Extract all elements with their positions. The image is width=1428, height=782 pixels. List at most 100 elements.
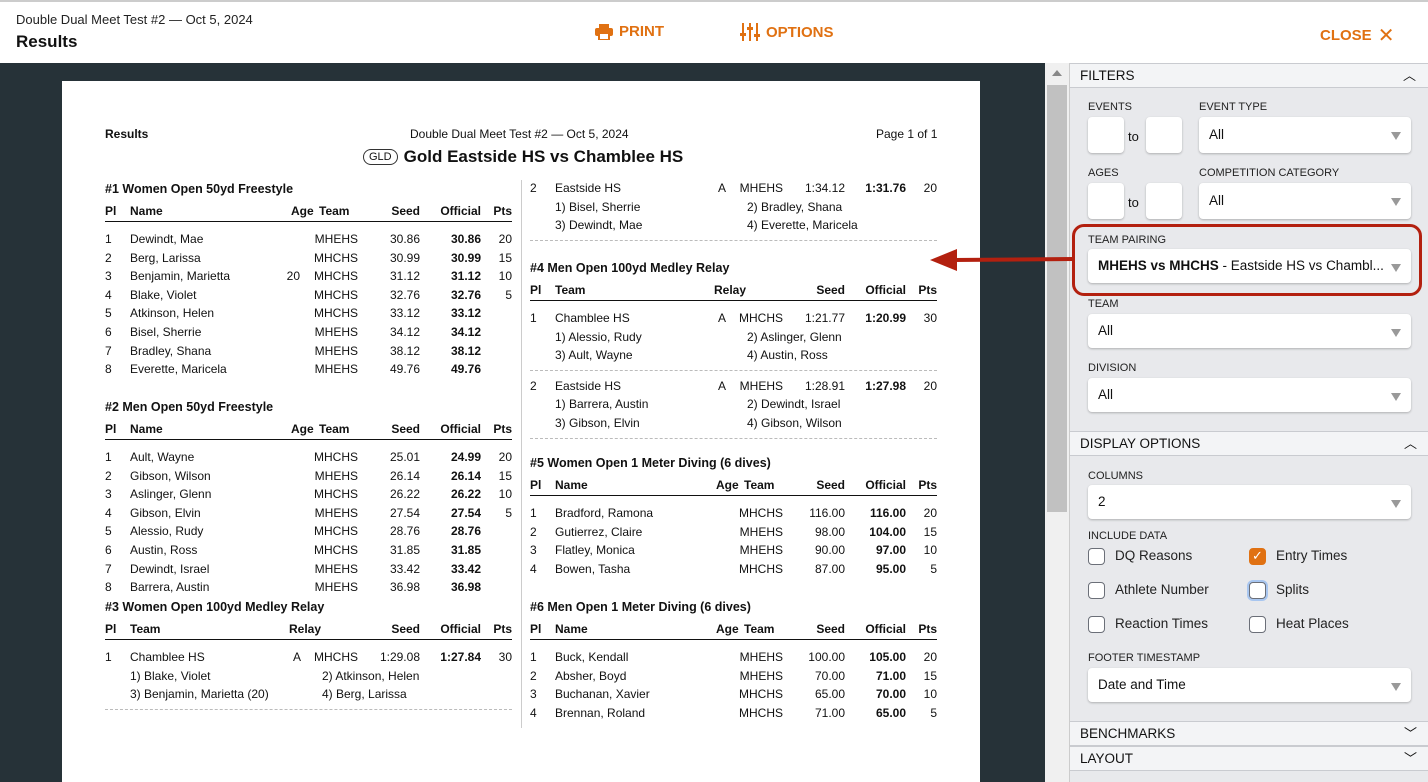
ages-to-input[interactable] (1146, 183, 1182, 219)
place: 1 (530, 506, 537, 520)
table-row: 2 Gibson, Wilson MHEHS 26.14 26.14 15 (105, 467, 512, 486)
seed: 34.12 (389, 324, 420, 339)
event-type-label: EVENT TYPE (1199, 101, 1268, 113)
column-header: Official (865, 283, 906, 297)
dropdown-arrow-icon (1391, 393, 1401, 401)
team: MHEHS (314, 362, 358, 377)
options-button[interactable]: OPTIONS (740, 23, 834, 41)
result-rows: 2 Eastside HS A MHEHS 1:34.12 1:31.76 20 1) Bis… (530, 179, 937, 241)
seed: 1:34.12 (804, 181, 845, 195)
place: 6 (105, 542, 112, 557)
dropdown-arrow-icon (1391, 132, 1401, 140)
checkbox-heat-places[interactable] (1249, 616, 1266, 633)
points: 10 (923, 687, 937, 702)
team-select[interactable]: All (1088, 314, 1411, 348)
swimmer-row: 3) Dewindt, Mae 4) Everette, Maricela (530, 216, 937, 235)
result-rows: 1 Dewindt, Mae MHEHS 30.86 30.86 20 2 Berg, Lar… (105, 222, 512, 379)
place: 4 (530, 561, 537, 576)
table-row: 3 Flatley, Monica MHEHS 90.00 97.00 10 (530, 541, 937, 560)
column-header: Team (319, 204, 350, 218)
relay-letter: A (718, 181, 727, 195)
close-button[interactable]: CLOSE ✕ (1320, 23, 1394, 48)
columns-select[interactable]: 2 (1088, 485, 1411, 519)
place: 3 (530, 543, 537, 558)
name: Bisel, Sherrie (130, 324, 202, 339)
official-time: 31.85 (450, 542, 481, 557)
checkbox-dq-reasons[interactable] (1088, 548, 1105, 565)
table-row: 2 Berg, Larissa MHCHS 30.99 30.99 15 (105, 249, 512, 268)
benchmarks-section-header[interactable]: BENCHMARKS ﹀ (1070, 721, 1428, 746)
team-pairing-codes: MHEHS vs MHCHS (1098, 258, 1219, 273)
table-header: Pl Name Age Team Seed Official Pts (105, 420, 512, 440)
filters-section-header[interactable]: FILTERS ︿ (1070, 63, 1428, 88)
relay-entry: 1 Chamblee HS A MHCHS 1:21.77 1:20.99 30 1) Ale… (530, 309, 937, 371)
official-time: 70.00 (875, 687, 906, 702)
column-header: Seed (816, 622, 845, 636)
events-from-input[interactable] (1088, 117, 1124, 153)
official-time: 28.76 (450, 524, 481, 539)
event-block: #6 Men Open 1 Meter Diving (6 dives) Pl Na… (530, 598, 937, 722)
filters-title: FILTERS (1080, 68, 1135, 83)
footer-timestamp-select[interactable]: Date and Time (1088, 668, 1411, 702)
points: 30 (923, 311, 937, 325)
points: 20 (923, 181, 937, 195)
checkbox-label: Heat Places (1276, 616, 1349, 631)
column-header: Team (130, 622, 161, 636)
events-to-input[interactable] (1146, 117, 1182, 153)
layout-section-header[interactable]: LAYOUT ﹀ (1070, 746, 1428, 771)
event-type-select[interactable]: All (1199, 117, 1411, 153)
close-icon: ✕ (1377, 25, 1395, 47)
official-time: 27.54 (450, 505, 481, 520)
columns-value: 2 (1098, 494, 1106, 509)
swimmer-row: 3) Gibson, Elvin 4) Gibson, Wilson (530, 414, 937, 433)
column-header: Age (291, 204, 314, 218)
ages-from-input[interactable] (1088, 183, 1124, 219)
seed: 116.00 (809, 506, 845, 520)
division-select[interactable]: All (1088, 378, 1411, 412)
swimmer-row: 1) Blake, Violet 2) Atkinson, Helen (105, 667, 512, 686)
scroll-up-icon[interactable] (1052, 70, 1062, 76)
dropdown-arrow-icon (1391, 683, 1401, 691)
team-code: MHEHS (739, 181, 783, 195)
scrollbar-thumb[interactable] (1047, 85, 1067, 512)
points: 20 (498, 450, 512, 464)
event-block: #1 Women Open 50yd Freestyle Pl Name Age Tea… (105, 180, 512, 379)
points: 5 (505, 287, 512, 302)
team-code: MHEHS (739, 378, 783, 393)
place: 2 (530, 524, 537, 539)
report-label: Results (105, 127, 149, 141)
competition-category-value: All (1209, 193, 1225, 208)
print-button[interactable]: PRINT (595, 23, 664, 40)
name: Flatley, Monica (555, 543, 635, 558)
name: Ault, Wayne (130, 450, 195, 464)
checkbox-entry-times[interactable]: ✓ (1249, 548, 1266, 565)
column-header: Pts (918, 622, 937, 636)
team: MHEHS (314, 324, 358, 339)
place: 7 (105, 561, 112, 576)
checkbox-reaction-times[interactable] (1088, 616, 1105, 633)
name: Austin, Ross (130, 542, 198, 557)
seed: 1:28.91 (804, 378, 845, 393)
column-header: Team (319, 422, 350, 436)
table-row: 1 Buck, Kendall MHEHS 100.00 105.00 20 (530, 648, 937, 667)
official-time: 65.00 (875, 705, 906, 720)
age: 20 (286, 269, 300, 284)
checkbox-splits[interactable] (1249, 582, 1266, 599)
event-block: #5 Women Open 1 Meter Diving (6 dives) Pl… (530, 454, 937, 578)
name: Benjamin, Marietta (130, 269, 231, 284)
display-options-section-header[interactable]: DISPLAY OPTIONS ︿ (1070, 431, 1428, 456)
points: 15 (498, 468, 512, 483)
options-label: OPTIONS (766, 23, 834, 41)
team-pairing-select[interactable]: MHEHS vs MHCHS - Eastside HS vs Chambl..… (1088, 249, 1411, 283)
scrollbar[interactable] (1045, 63, 1069, 782)
team: MHEHS (739, 668, 783, 683)
swimmer: 3) Dewindt, Mae (555, 218, 643, 233)
column-header: Age (716, 478, 739, 492)
column-header: Age (291, 422, 314, 436)
place: 4 (105, 505, 112, 520)
checkbox-athlete-number[interactable] (1088, 582, 1105, 599)
points: 10 (498, 269, 512, 284)
competition-category-select[interactable]: All (1199, 183, 1411, 219)
result-rows: 1 Bradford, Ramona MHCHS 116.00 116.00 20 2 Gut… (530, 496, 937, 578)
name: Aslinger, Glenn (130, 487, 212, 502)
